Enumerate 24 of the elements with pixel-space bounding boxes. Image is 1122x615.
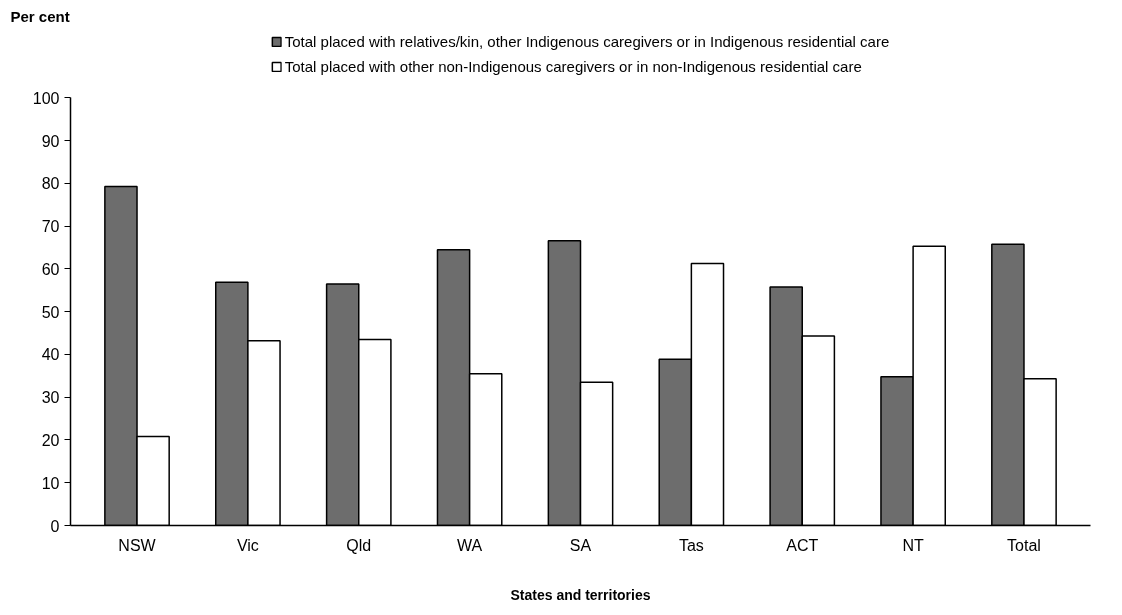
legend-label: Total placed with other non-Indigenous caregivers or in non-Indigenous residential care [284,58,862,75]
y-axis-title: Per cent [10,7,70,25]
x-tick-label: WA [457,536,483,554]
x-tick-label: NSW [118,536,157,554]
legend-label: Total placed with relatives/kin, other Indigenous caregivers or in Indigenous residential care [284,33,890,50]
y-tick-label: 0 [50,517,60,535]
y-tick-label: 50 [41,303,60,321]
x-tick-label: Total [1007,536,1041,554]
y-tick-label: 70 [41,218,60,236]
y-tick-label: 10 [41,474,60,492]
y-tick-label: 30 [41,389,60,407]
y-tick-label: 100 [32,89,60,107]
y-tick-label: 20 [41,431,60,449]
x-tick-label: Vic [236,536,259,554]
x-tick-label: Tas [678,536,704,554]
y-tick-label: 60 [41,260,60,278]
x-tick-label: Qld [346,536,372,554]
x-tick-label: SA [569,536,592,554]
x-tick-label: ACT [786,536,819,554]
y-tick-label: 80 [41,175,60,193]
x-axis-title: States and territories [510,586,651,603]
x-tick-label: NT [902,536,924,554]
y-tick-label: 40 [41,346,60,364]
y-tick-label: 90 [41,132,60,150]
